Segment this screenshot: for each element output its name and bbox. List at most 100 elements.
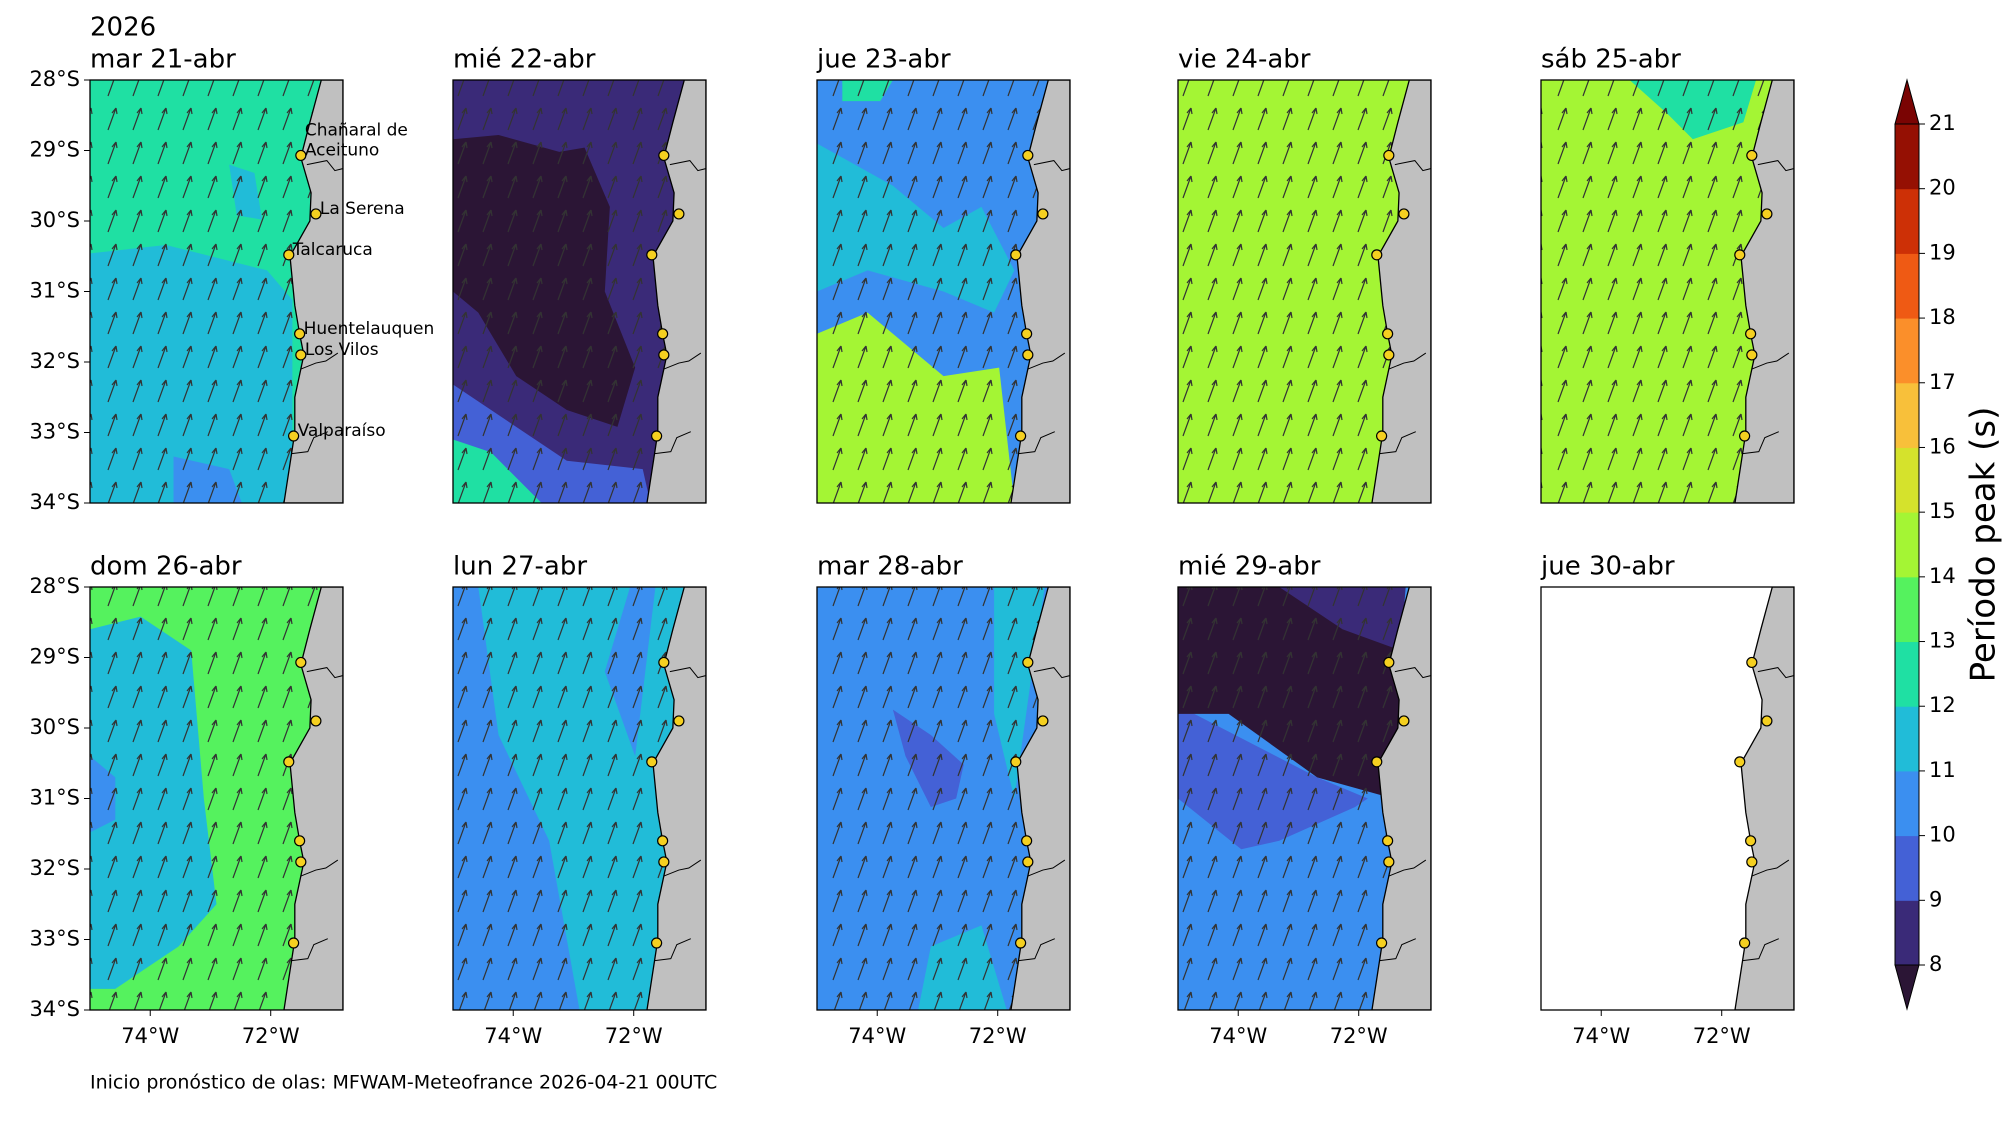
frame (452, 586, 707, 1011)
city-marker (1022, 656, 1034, 669)
colorbar-level (1895, 318, 1919, 384)
y-tick-label: 31°S (29, 279, 80, 303)
city-marker (1037, 208, 1049, 220)
colorbar-tick-label: 12 (1929, 693, 1956, 717)
city-label: Huentelauquen (304, 319, 435, 339)
city-marker (1022, 349, 1034, 361)
city-marker (1383, 149, 1395, 162)
x-tick-label: 72°W (242, 1024, 300, 1048)
map-panel (90, 587, 343, 1010)
city-marker (295, 656, 307, 669)
map-panel (1178, 80, 1431, 503)
city-marker (1745, 328, 1757, 340)
map-panel (1541, 80, 1794, 503)
colorbar-tick-label: 20 (1929, 176, 1956, 200)
map-panel (817, 587, 1070, 1010)
y-tick-label: 29°S (29, 138, 80, 162)
city-marker (288, 937, 300, 949)
city-marker (657, 328, 669, 340)
city-marker (1015, 430, 1027, 442)
city-marker (1383, 856, 1395, 868)
border (291, 160, 343, 455)
y-tick-label: 33°S (29, 420, 80, 444)
x-tick-label: 74°W (1572, 1024, 1630, 1048)
panel-title: jue 23-abr (816, 45, 951, 75)
city-marker (295, 349, 307, 361)
border (1018, 667, 1070, 962)
city-marker (1398, 715, 1410, 727)
colorbar-tick-label: 15 (1929, 499, 1956, 523)
colorbar-tick-label: 14 (1929, 564, 1956, 588)
city-label: Aceituno (305, 140, 379, 160)
colorbar-level (1895, 576, 1919, 643)
city-marker (646, 756, 658, 768)
map-panel (817, 80, 1070, 503)
colorbar-tick-label: 19 (1929, 240, 1956, 264)
colorbar-tick-label: 18 (1929, 305, 1956, 329)
y-tick-label: 28°S (29, 574, 80, 598)
city-marker (1739, 430, 1751, 442)
x-tick-label: 72°W (969, 1024, 1027, 1048)
city-marker (1746, 856, 1758, 868)
colorbar-tick-label: 17 (1929, 370, 1956, 394)
city-marker (1739, 937, 1751, 949)
y-tick-label: 30°S (29, 208, 80, 232)
city-marker (1376, 430, 1388, 442)
frame (1177, 79, 1432, 504)
city-label: La Serena (320, 199, 405, 219)
city-marker (658, 149, 670, 162)
border (1742, 667, 1794, 962)
x-tick-label: 72°W (1693, 1024, 1751, 1048)
x-tick-label: 74°W (484, 1024, 542, 1048)
frame (452, 79, 707, 504)
city-marker (651, 937, 663, 949)
city-marker (658, 856, 670, 868)
colorbar-level (1895, 382, 1919, 448)
city-marker (1021, 835, 1033, 847)
city-marker (294, 328, 306, 340)
city-marker (1022, 149, 1034, 162)
panel-title: mar 28-abr (817, 552, 963, 582)
city-marker (288, 430, 300, 442)
panel-title: mar 21-abr (90, 45, 236, 75)
x-tick-label: 74°W (1209, 1024, 1267, 1048)
city-marker (1371, 249, 1383, 261)
border (291, 667, 343, 962)
border (1379, 160, 1431, 455)
colorbar-level (1895, 900, 1919, 966)
city-marker (1746, 349, 1758, 361)
frame (816, 586, 1071, 1011)
y-tick-label: 30°S (29, 715, 80, 739)
frame (816, 79, 1071, 504)
city-marker (1010, 249, 1022, 261)
x-tick-label: 72°W (605, 1024, 663, 1048)
colorbar-level (1895, 124, 1919, 190)
panel-title: dom 26-abr (90, 552, 242, 582)
y-tick-label: 29°S (29, 645, 80, 669)
panel-title: sáb 25-abr (1541, 45, 1681, 75)
city-marker (310, 715, 322, 727)
city-marker (283, 756, 295, 768)
frame (1540, 79, 1795, 504)
y-tick-label: 31°S (29, 786, 80, 810)
city-marker (1382, 835, 1394, 847)
city-marker (1015, 937, 1027, 949)
colorbar-level (1895, 512, 1919, 578)
city-marker (1371, 756, 1383, 768)
city-marker (673, 715, 685, 727)
border (1379, 667, 1431, 962)
city-marker (294, 835, 306, 847)
panel-title: mié 29-abr (1178, 552, 1321, 582)
city-label: Valparaíso (298, 421, 386, 441)
y-tick-label: 32°S (29, 856, 80, 880)
city-marker (1021, 328, 1033, 340)
city-marker (1734, 756, 1746, 768)
colorbar-tick-label: 21 (1929, 111, 1956, 135)
city-marker (1383, 349, 1395, 361)
colorbar-level (1895, 835, 1919, 901)
colorbar-under (1894, 964, 1920, 1011)
colorbar-tick-label: 9 (1929, 887, 1942, 911)
colorbar-frame (1894, 123, 1920, 966)
city-marker (651, 430, 663, 442)
